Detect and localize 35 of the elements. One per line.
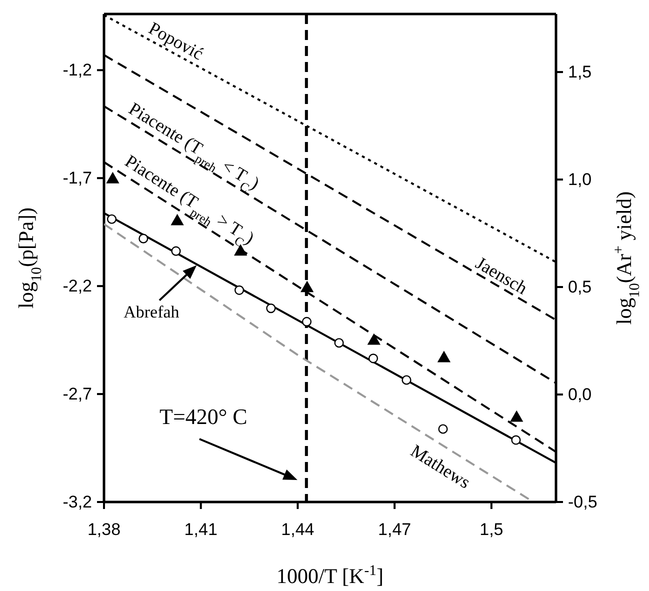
y2-tick-label: 1,5 [568,62,592,82]
x-tick-label: 1,5 [480,520,504,540]
point [300,280,314,292]
y-tick-label: -2,7 [62,384,92,404]
point [138,234,148,244]
y-tick-label: -1,7 [62,168,92,188]
point [106,214,117,224]
point [402,375,412,385]
point [334,338,344,348]
point [510,410,524,422]
point [437,350,451,362]
x-tick-label: 1,47 [378,520,412,540]
point [171,246,181,256]
point [511,435,521,445]
point [234,285,244,295]
y2-tick-label: -0,5 [568,492,598,512]
point [106,172,120,184]
point [438,424,448,434]
annotation: T=420° C [160,404,248,429]
y-tick-label: -2,2 [62,276,92,296]
y2-tick-label: 0,5 [568,277,592,296]
x-axis-title: 1000/T [K$^{-1}$] [276,563,384,588]
y-tick-label: -3,2 [62,492,92,512]
y2-tick-label: 1,0 [568,170,592,189]
point [368,354,378,364]
x-tick-label: 1,44 [281,520,314,540]
x-tick-label: 1,38 [87,520,121,540]
point [170,214,184,226]
point [302,316,312,326]
y2-tick-label: 0,0 [568,384,592,404]
point [367,333,380,345]
legend-label: Abrefah [124,302,180,322]
x-tick-label: 1,41 [184,520,218,540]
point [266,304,276,314]
y-tick-label: -1,2 [62,60,92,80]
